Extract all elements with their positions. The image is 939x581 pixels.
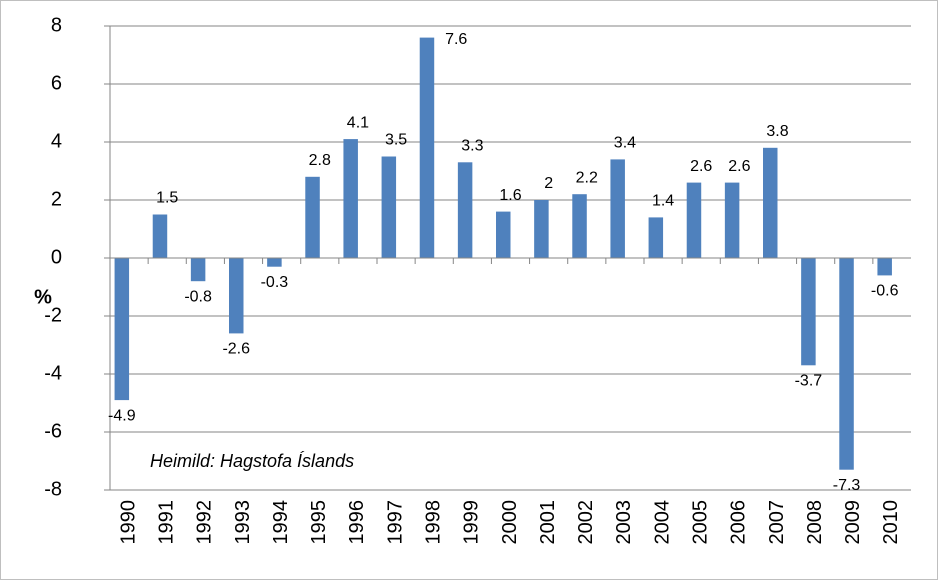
bar xyxy=(305,176,320,258)
x-tick-label: 1992 xyxy=(194,500,216,545)
bar xyxy=(152,214,168,258)
data-label: 3.5 xyxy=(385,132,407,149)
y-tick-label: 4 xyxy=(51,130,62,152)
x-tick-label: 1997 xyxy=(384,500,406,545)
x-tick-label: 1993 xyxy=(232,500,254,545)
bar xyxy=(114,258,130,401)
data-label: 2.8 xyxy=(309,152,331,169)
data-label: -4.9 xyxy=(108,407,136,424)
bar xyxy=(381,156,397,258)
y-axis-label: % xyxy=(34,286,52,308)
bar xyxy=(801,258,816,366)
x-tick-label: 2008 xyxy=(804,500,826,545)
source-note: Heimild: Hagstofa Íslands xyxy=(150,451,354,471)
x-tick-label: 1998 xyxy=(422,500,444,545)
y-tick-label: -6 xyxy=(44,420,62,442)
data-label: 1.4 xyxy=(652,193,674,210)
x-tick-label: 2005 xyxy=(689,500,711,545)
bar xyxy=(534,200,549,258)
y-tick-label: -4 xyxy=(44,362,62,384)
bar xyxy=(343,139,358,258)
data-label: 2.6 xyxy=(690,158,712,175)
bar xyxy=(877,258,892,276)
x-tick-label: 1996 xyxy=(346,500,368,545)
data-label: 3.3 xyxy=(461,138,483,155)
data-label: 7.6 xyxy=(445,31,467,48)
x-tick-label: 1994 xyxy=(270,500,292,545)
y-tick-label: 0 xyxy=(51,246,62,268)
data-label: 2.2 xyxy=(576,169,598,186)
data-label: 4.1 xyxy=(347,114,369,131)
data-label: -3.7 xyxy=(795,373,823,390)
data-label: 1.6 xyxy=(499,187,521,204)
y-tick-label: 6 xyxy=(51,72,62,94)
y-tick-label: -8 xyxy=(44,478,62,500)
data-label: 1.5 xyxy=(156,190,178,207)
x-tick-label: 2006 xyxy=(728,500,750,545)
y-tick-label: -2 xyxy=(44,304,62,326)
y-tick-label: 8 xyxy=(51,14,62,36)
x-tick-label: 1990 xyxy=(117,500,139,545)
bar xyxy=(839,258,854,470)
bar xyxy=(419,37,435,258)
bar xyxy=(648,217,664,258)
data-label: 3.8 xyxy=(766,123,788,140)
bar xyxy=(457,162,473,258)
data-label: -0.3 xyxy=(261,274,289,291)
x-tick-label: 2007 xyxy=(766,500,788,545)
bar xyxy=(610,159,625,258)
x-tick-label: 1999 xyxy=(461,500,483,545)
bar xyxy=(496,211,511,258)
data-label: -2.6 xyxy=(222,341,250,358)
x-tick-label: 2002 xyxy=(575,500,597,545)
data-label: 3.4 xyxy=(614,135,636,152)
data-label: 2 xyxy=(544,175,553,192)
x-tick-label: 2003 xyxy=(613,500,635,545)
bar xyxy=(267,258,282,267)
x-tick-label: 2010 xyxy=(880,500,902,545)
x-tick-label: 2000 xyxy=(499,500,521,545)
x-tick-label: 1995 xyxy=(308,500,330,545)
y-tick-label: 2 xyxy=(51,188,62,210)
data-label: -7.3 xyxy=(833,477,861,494)
bar xyxy=(763,147,778,258)
bar xyxy=(190,258,206,282)
x-tick-label: 2004 xyxy=(651,500,673,545)
x-tick-label: 2009 xyxy=(842,500,864,545)
data-label: -0.6 xyxy=(871,283,899,300)
x-tick-label: 2001 xyxy=(537,500,559,545)
bar xyxy=(572,194,587,258)
bar xyxy=(724,182,740,258)
x-tick-label: 1991 xyxy=(155,500,177,545)
data-label: -0.8 xyxy=(184,288,212,305)
bar xyxy=(686,182,702,258)
bar xyxy=(229,258,244,334)
data-label: 2.6 xyxy=(728,158,750,175)
